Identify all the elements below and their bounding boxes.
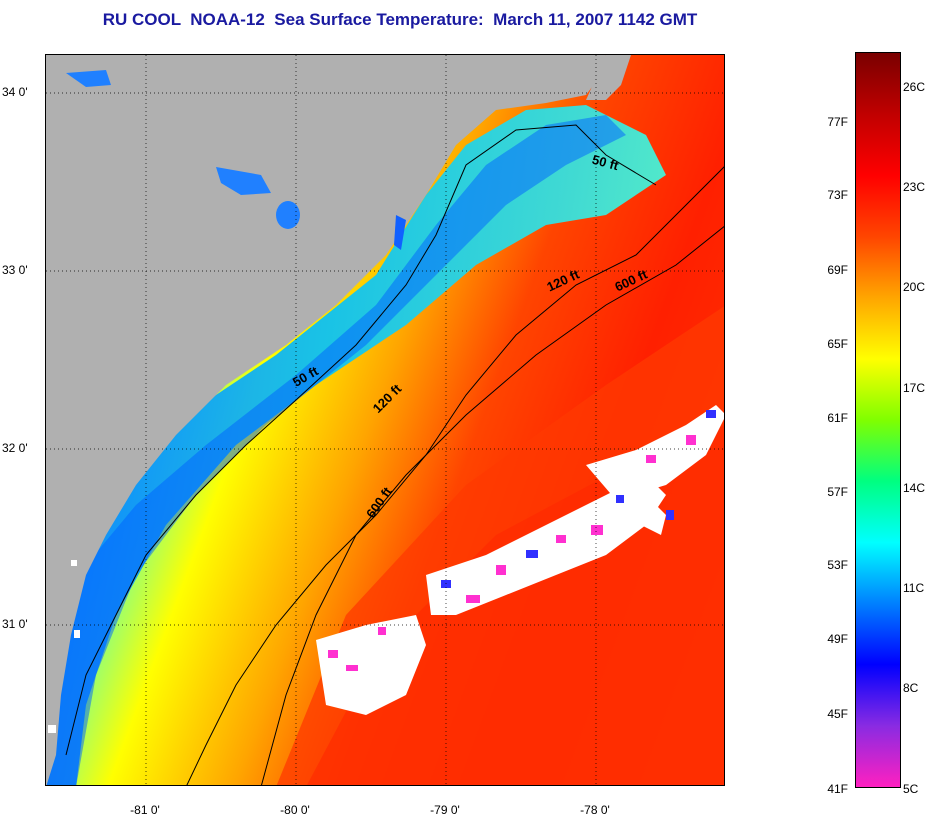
cloud-cover [316,405,724,715]
graticule [46,55,724,785]
colorbar-f-label: 41F [827,782,848,796]
inland-lake-2 [216,167,271,195]
contour-600ft [261,225,724,785]
lat-label-32: 32 0' [2,441,28,455]
colorbar-c-label: 11C [903,581,925,595]
lon-label-81: -81 0' [130,803,160,817]
colorbar-f-label: 73F [827,188,848,202]
lat-label-34: 34 0' [2,85,28,99]
lon-label-78: -78 0' [580,803,610,817]
colorbar-f-label: 77F [827,115,848,129]
colorbar-c-label: 8C [903,681,919,695]
map-title: RU COOL NOAA-12 Sea Surface Temperature:… [102,10,698,29]
colorbar-f-label: 69F [827,263,848,277]
inland-lake-1 [66,70,111,87]
temperature-colorbar [855,52,901,788]
sst-map-canvas [46,55,724,785]
lon-label-80: -80 0' [280,803,310,817]
inland-lake-3 [276,201,300,229]
colorbar-f-label: 65F [827,337,848,351]
colorbar-f-label: 49F [827,632,848,646]
colorbar-c-label: 26C [903,80,926,94]
colorbar-f-label: 45F [827,707,848,721]
colorbar-f-label: 61F [827,411,848,425]
coastal-cold-water [46,105,666,785]
colorbar-f-label: 53F [827,558,848,572]
lon-label-79: -79 0' [430,803,460,817]
colorbar-f-label: 57F [827,485,848,499]
colorbar-c-label: 23C [903,180,926,194]
lat-label-33: 33 0' [2,263,28,277]
contour-50ft [65,124,657,756]
colorbar-c-label: 17C [903,381,926,395]
colorbar-c-label: 14C [903,481,926,495]
lat-label-31: 31 0' [2,617,28,631]
colorbar-c-label: 5C [903,782,919,796]
colorbar-c-label: 20C [903,280,926,294]
sst-map[interactable]: 50 ft 120 ft 600 ft 50 ft 120 ft 600 ft [45,54,725,786]
land-mass [46,55,724,785]
